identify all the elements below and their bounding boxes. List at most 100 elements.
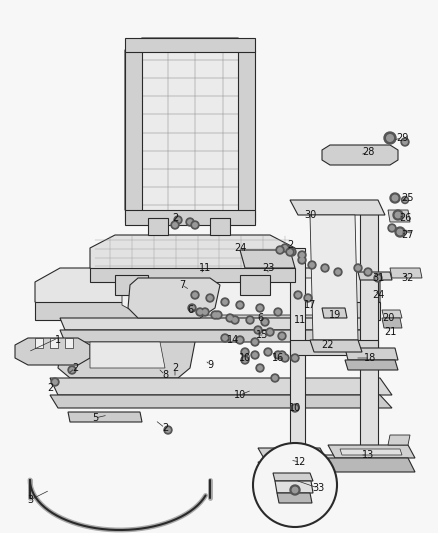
Polygon shape bbox=[68, 412, 142, 422]
Circle shape bbox=[238, 338, 242, 342]
Text: 7: 7 bbox=[179, 280, 185, 290]
Text: 19: 19 bbox=[329, 310, 341, 320]
Circle shape bbox=[384, 132, 396, 144]
Circle shape bbox=[268, 330, 272, 334]
Circle shape bbox=[323, 266, 327, 270]
Circle shape bbox=[290, 485, 300, 495]
Circle shape bbox=[208, 296, 212, 300]
Circle shape bbox=[298, 256, 306, 264]
Circle shape bbox=[223, 300, 227, 304]
Circle shape bbox=[291, 404, 299, 412]
Circle shape bbox=[203, 310, 207, 314]
Polygon shape bbox=[60, 318, 375, 330]
Polygon shape bbox=[240, 250, 295, 268]
Text: 2: 2 bbox=[47, 383, 53, 393]
Polygon shape bbox=[310, 215, 358, 340]
Text: 2: 2 bbox=[287, 240, 293, 250]
Text: 15: 15 bbox=[256, 330, 268, 340]
Polygon shape bbox=[345, 348, 398, 360]
Polygon shape bbox=[35, 302, 380, 320]
Circle shape bbox=[251, 338, 259, 346]
Text: 23: 23 bbox=[262, 263, 274, 273]
Text: 24: 24 bbox=[372, 290, 384, 300]
Polygon shape bbox=[322, 308, 347, 318]
Circle shape bbox=[334, 268, 342, 276]
Text: 27: 27 bbox=[402, 230, 414, 240]
Text: 25: 25 bbox=[402, 193, 414, 203]
Circle shape bbox=[288, 250, 292, 254]
Text: 2: 2 bbox=[72, 363, 78, 373]
Polygon shape bbox=[90, 342, 165, 368]
Circle shape bbox=[70, 368, 74, 372]
Circle shape bbox=[256, 304, 264, 312]
Text: 2: 2 bbox=[172, 363, 178, 373]
Text: 24: 24 bbox=[234, 243, 246, 253]
Circle shape bbox=[258, 366, 262, 370]
Circle shape bbox=[286, 248, 294, 256]
Polygon shape bbox=[148, 218, 168, 235]
Circle shape bbox=[193, 293, 197, 297]
Circle shape bbox=[213, 313, 217, 317]
Circle shape bbox=[402, 197, 409, 204]
Circle shape bbox=[186, 218, 194, 226]
Circle shape bbox=[281, 244, 289, 252]
Text: 10: 10 bbox=[289, 403, 301, 413]
Circle shape bbox=[176, 218, 180, 222]
Polygon shape bbox=[258, 462, 328, 475]
Polygon shape bbox=[275, 481, 313, 493]
Circle shape bbox=[51, 378, 59, 386]
Text: 31: 31 bbox=[372, 273, 384, 283]
Circle shape bbox=[266, 350, 270, 354]
Circle shape bbox=[291, 354, 299, 362]
Circle shape bbox=[300, 258, 304, 262]
Circle shape bbox=[228, 316, 232, 320]
Circle shape bbox=[294, 291, 302, 299]
Circle shape bbox=[164, 426, 172, 434]
Circle shape bbox=[278, 248, 282, 252]
Circle shape bbox=[306, 296, 310, 300]
Polygon shape bbox=[382, 310, 402, 318]
Circle shape bbox=[236, 301, 244, 309]
Text: 3: 3 bbox=[27, 495, 33, 505]
Circle shape bbox=[296, 293, 300, 297]
Circle shape bbox=[258, 306, 262, 310]
Polygon shape bbox=[390, 268, 422, 278]
Polygon shape bbox=[328, 445, 415, 458]
Circle shape bbox=[216, 313, 220, 317]
Circle shape bbox=[283, 246, 287, 250]
Circle shape bbox=[278, 351, 286, 359]
Circle shape bbox=[300, 253, 304, 257]
Polygon shape bbox=[58, 330, 195, 378]
Polygon shape bbox=[340, 449, 402, 455]
Circle shape bbox=[308, 261, 316, 269]
Circle shape bbox=[264, 348, 272, 356]
Circle shape bbox=[201, 308, 209, 316]
Polygon shape bbox=[388, 435, 410, 445]
Circle shape bbox=[281, 354, 289, 362]
Polygon shape bbox=[125, 210, 255, 225]
Circle shape bbox=[231, 316, 239, 324]
Text: 28: 28 bbox=[362, 147, 374, 157]
Circle shape bbox=[233, 318, 237, 322]
Polygon shape bbox=[345, 360, 398, 370]
Circle shape bbox=[221, 334, 229, 342]
Circle shape bbox=[310, 263, 314, 267]
Circle shape bbox=[253, 443, 337, 527]
Text: 6: 6 bbox=[257, 313, 263, 323]
Polygon shape bbox=[277, 493, 312, 503]
Circle shape bbox=[271, 374, 279, 382]
Polygon shape bbox=[388, 210, 410, 222]
Circle shape bbox=[248, 318, 252, 322]
Circle shape bbox=[256, 328, 260, 332]
Text: 20: 20 bbox=[382, 313, 394, 323]
Circle shape bbox=[293, 406, 297, 410]
Polygon shape bbox=[382, 318, 402, 328]
Polygon shape bbox=[125, 38, 255, 52]
Circle shape bbox=[280, 353, 284, 357]
Circle shape bbox=[392, 195, 398, 201]
Polygon shape bbox=[125, 38, 255, 222]
Circle shape bbox=[68, 366, 76, 374]
Circle shape bbox=[214, 311, 222, 319]
Circle shape bbox=[395, 227, 405, 237]
Circle shape bbox=[393, 210, 403, 220]
